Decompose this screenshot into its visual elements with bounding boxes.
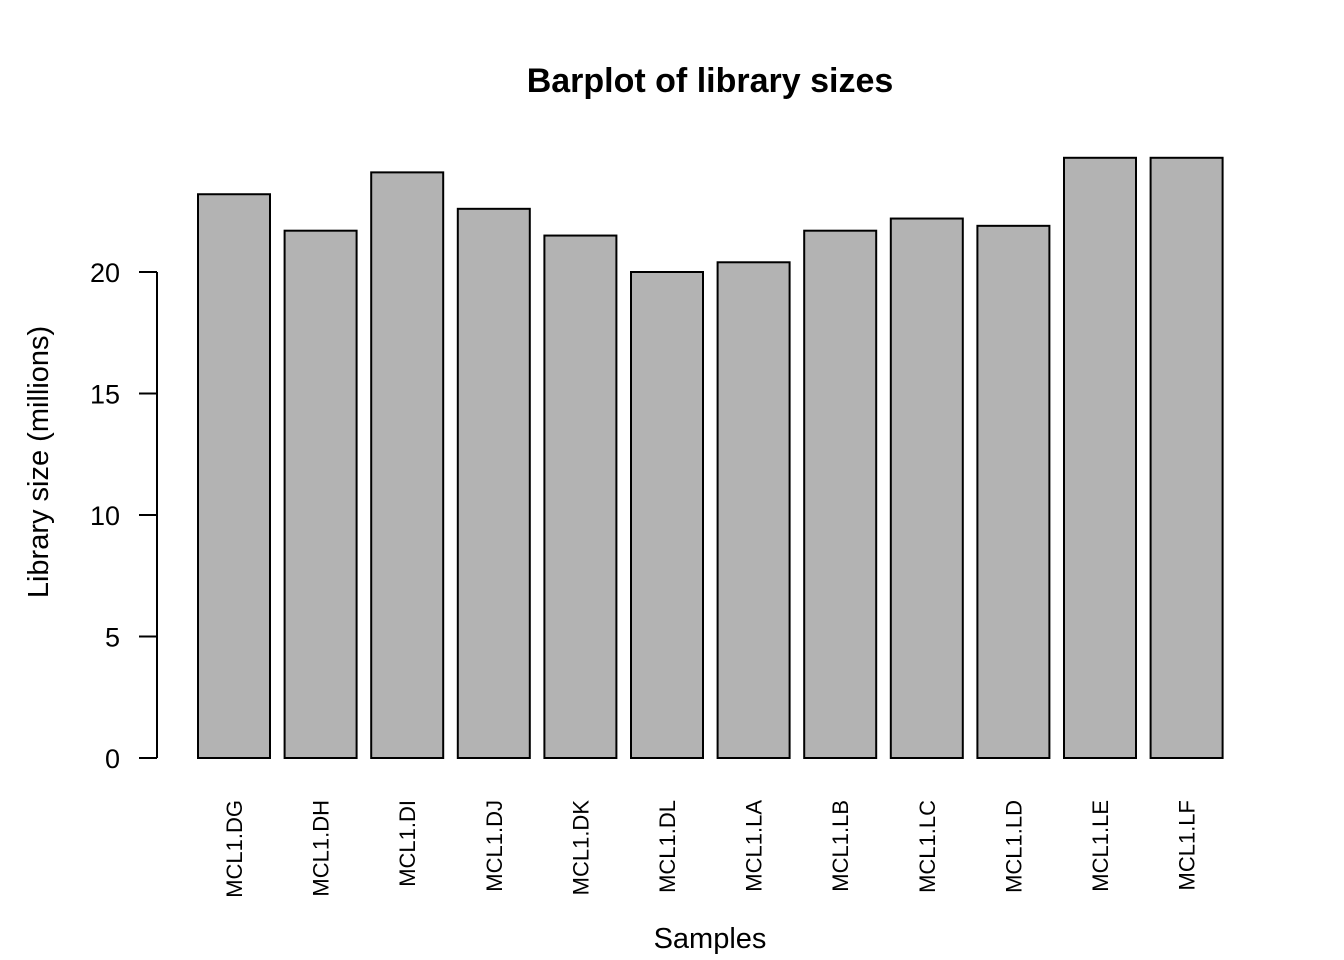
x-tick-label: MCL1.DI	[395, 800, 420, 887]
x-tick-label: MCL1.DJ	[482, 800, 507, 892]
x-tick-label: MCL1.DG	[222, 800, 247, 898]
y-tick-label: 10	[90, 501, 120, 531]
x-tick-label: MCL1.DH	[309, 800, 334, 897]
bar-mcl1-dj	[456, 207, 531, 759]
bar-mcl1-dl	[630, 271, 704, 759]
x-tick-label: MCL1.LE	[1088, 800, 1113, 892]
bar-mcl1-lb	[803, 229, 878, 759]
x-axis-labels: MCL1.DG MCL1.DH MCL1.DI MCL1.DJ MCL1.DK MCL1.…	[222, 800, 1200, 898]
y-tick-label: 5	[105, 623, 120, 653]
x-tick-label: MCL1.DK	[568, 800, 593, 896]
bar-mcl1-lf	[1149, 156, 1224, 760]
y-tick-label: 20	[90, 258, 120, 288]
y-axis: 0 5 10 15 20	[90, 258, 158, 774]
x-tick-label: MCL1.LB	[828, 800, 853, 892]
x-axis-title: Samples	[654, 923, 767, 955]
y-tick-label: 15	[90, 380, 120, 410]
bar-mcl1-dk	[543, 234, 618, 760]
bar-mcl1-le	[1063, 156, 1137, 760]
x-tick-label: MCL1.LC	[915, 800, 940, 893]
y-axis-title: Library size (millions)	[23, 326, 55, 598]
bars-group	[197, 156, 1224, 760]
chart-title: Barplot of library sizes	[527, 62, 894, 100]
bar-mcl1-lc	[889, 217, 964, 760]
bar-mcl1-dg	[197, 193, 271, 760]
bar-mcl1-la	[716, 261, 791, 759]
x-tick-label: MCL1.LA	[742, 800, 767, 892]
x-tick-label: MCL1.LD	[1001, 800, 1026, 893]
y-tick-label: 0	[105, 744, 120, 774]
bar-mcl1-dh	[283, 229, 358, 759]
bar-mcl1-di	[370, 171, 445, 759]
x-tick-label: MCL1.DL	[655, 800, 680, 893]
bar-mcl1-ld	[976, 224, 1051, 759]
x-tick-label: MCL1.LF	[1175, 800, 1200, 890]
